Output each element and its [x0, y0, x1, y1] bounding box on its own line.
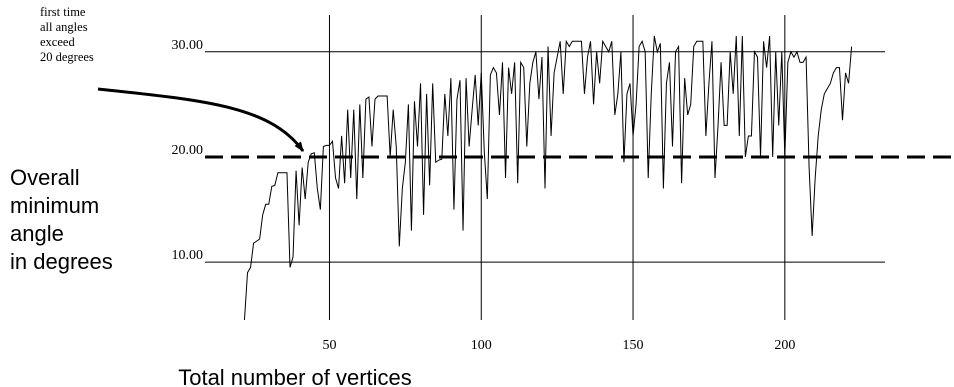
y-axis-label: Overall: [10, 165, 80, 190]
annotation: all angles: [40, 20, 88, 34]
annotation: first time: [40, 5, 86, 19]
y-axis-label: in degrees: [10, 249, 113, 274]
annotation: exceed: [40, 35, 75, 49]
x-tick-label: 200: [774, 338, 795, 353]
annotation-arrow: [97, 87, 305, 152]
y-axis-label: angle: [10, 221, 64, 246]
annotation: 20 degrees: [40, 50, 94, 64]
x-tick-label: 50: [322, 338, 336, 353]
y-tick-label: 10.00: [172, 248, 204, 263]
data-line: [243, 35, 853, 321]
x-tick-label: 150: [623, 338, 644, 353]
y-tick-label: 20.00: [172, 143, 204, 158]
x-tick-label: 100: [471, 338, 492, 353]
x-axis-label: Total number of vertices: [178, 365, 412, 387]
y-tick-label: 30.00: [172, 38, 204, 53]
y-axis-label: minimum: [10, 193, 99, 218]
